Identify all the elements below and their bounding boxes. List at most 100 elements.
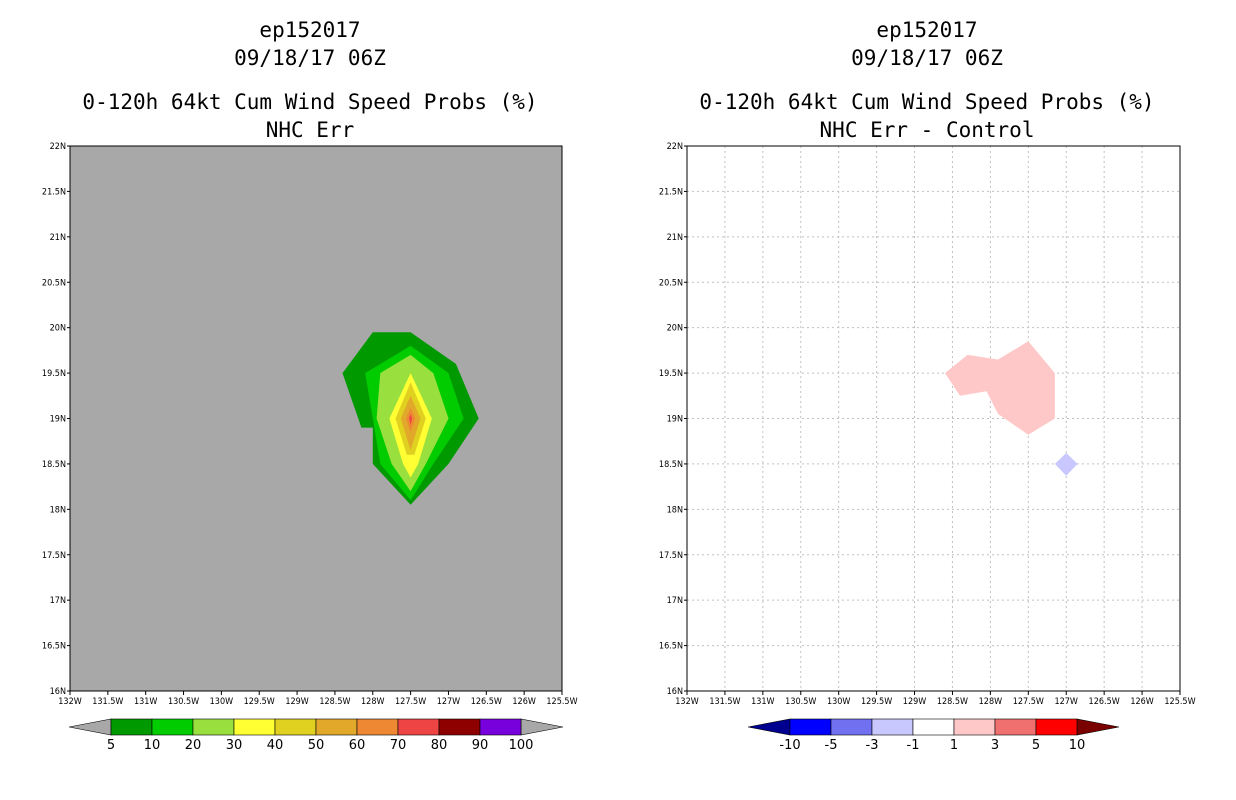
left-colorbar-swatch bbox=[397, 718, 440, 736]
right-x-tick-label: 131W bbox=[751, 697, 774, 707]
right-colorbar-swatch bbox=[953, 718, 996, 736]
right-y-tick-label: 17.5N bbox=[659, 551, 683, 561]
right-colorbar-swatch bbox=[994, 718, 1037, 736]
left-colorbar-swatch bbox=[274, 718, 317, 736]
left-x-tick-label: 125.5W bbox=[546, 697, 577, 707]
left-colorbar-swatch bbox=[151, 718, 194, 736]
left-x-tick-label: 126.5W bbox=[471, 697, 502, 707]
left-y-tick-label: 19.5N bbox=[42, 369, 66, 379]
left-y-tick-label: 17N bbox=[50, 596, 66, 606]
right-x-tick-label: 126W bbox=[1130, 697, 1153, 707]
left-colorbar-label: 10 bbox=[144, 738, 161, 753]
right-x-tick-label: 126.5W bbox=[1089, 697, 1120, 707]
left-y-tick-label: 21N bbox=[50, 233, 66, 243]
right-colorbar-swatch bbox=[830, 718, 873, 736]
left-colorbar-label: 40 bbox=[267, 738, 284, 753]
right-x-tick-label: 130W bbox=[827, 697, 850, 707]
left-colorbar-swatch bbox=[315, 718, 358, 736]
right-y-tick-label: 19.5N bbox=[659, 369, 683, 379]
right-x-tick-label: 127.5W bbox=[1013, 697, 1044, 707]
left-colorbar-label: 30 bbox=[226, 738, 243, 753]
left-colorbar-swatch bbox=[356, 718, 399, 736]
right-colorbar-swatch bbox=[871, 718, 914, 736]
left-colorbar-high-end bbox=[520, 718, 564, 736]
right-x-tick-label: 128W bbox=[979, 697, 1002, 707]
left-title-line-3: 0-120h 64kt Cum Wind Speed Probs (%) bbox=[82, 90, 538, 114]
right-title-line-1: ep152017 bbox=[876, 18, 978, 42]
right-y-tick-label: 18N bbox=[667, 505, 683, 515]
right-y-tick-label: 18.5N bbox=[659, 460, 683, 470]
right-colorbar-high-end bbox=[1076, 718, 1120, 736]
right-y-tick-label: 21N bbox=[667, 233, 683, 243]
right-x-tick-label: 125.5W bbox=[1164, 697, 1195, 707]
right-y-tick-label: 16.5N bbox=[659, 642, 683, 652]
left-colorbar-swatch bbox=[233, 718, 276, 736]
right-colorbar-swatch bbox=[789, 718, 832, 736]
left-x-tick-label: 128W bbox=[361, 697, 384, 707]
left-colorbar-swatch bbox=[438, 718, 481, 736]
right-colorbar-swatch bbox=[912, 718, 955, 736]
right-colorbar-label: 5 bbox=[1032, 738, 1040, 753]
left-colorbar-label: 80 bbox=[431, 738, 448, 753]
right-colorbar-label: -5 bbox=[825, 738, 838, 753]
right-colorbar: -10 -5 -3 -1 1 3 5 10 bbox=[747, 718, 1120, 753]
left-y-tick-label: 18N bbox=[50, 505, 66, 515]
left-y-tick-label: 16.5N bbox=[42, 642, 66, 652]
left-contour-70-80 bbox=[409, 414, 413, 425]
right-colorbar-label: 10 bbox=[1069, 738, 1086, 753]
right-colorbar-label: -1 bbox=[907, 738, 920, 753]
right-colorbar-swatch bbox=[1035, 718, 1078, 736]
right-x-tick-label: 131.5W bbox=[709, 697, 740, 707]
left-x-tick-label: 128.5W bbox=[319, 697, 350, 707]
right-x-tick-label: 129.5W bbox=[861, 697, 892, 707]
left-colorbar-label: 90 bbox=[472, 738, 489, 753]
left-colorbar-label: 70 bbox=[390, 738, 407, 753]
left-colorbar-label: 5 bbox=[107, 738, 115, 753]
left-y-tick-label: 20N bbox=[50, 324, 66, 334]
left-plot-background bbox=[70, 146, 562, 691]
left-y-tick-label: 21.5N bbox=[42, 187, 66, 197]
right-y-tick-label: 19N bbox=[667, 415, 683, 425]
right-title-line-3: 0-120h 64kt Cum Wind Speed Probs (%) bbox=[699, 90, 1155, 114]
right-x-tick-label: 132W bbox=[675, 697, 698, 707]
right-y-tick-label: 21.5N bbox=[659, 187, 683, 197]
left-y-tick-label: 19N bbox=[50, 415, 66, 425]
left-title-line-2: 09/18/17 06Z bbox=[234, 46, 386, 70]
right-y-tick-label: 17N bbox=[667, 596, 683, 606]
right-title: ep152017 09/18/17 06Z 0-120h 64kt Cum Wi… bbox=[677, 16, 1177, 144]
left-x-tick-label: 131.5W bbox=[92, 697, 123, 707]
right-colorbar-label: 1 bbox=[950, 738, 958, 753]
left-colorbar-label: 50 bbox=[308, 738, 325, 753]
right-x-tick-label: 130.5W bbox=[785, 697, 816, 707]
left-x-tick-label: 127W bbox=[437, 697, 460, 707]
left-title-line-4: NHC Err bbox=[265, 118, 355, 142]
right-title-line-4: NHC Err - Control bbox=[819, 118, 1035, 142]
left-x-tick-label: 130W bbox=[210, 697, 233, 707]
right-panel: 132W 131.5W 131W 130.5W 130W 129.5W 129W 128.5W… bbox=[659, 142, 1196, 753]
right-y-tick-label: 20.5N bbox=[659, 278, 683, 288]
left-panel: 132W 131.5W 131W 130.5W 130W 129.5W 129W 128.5W… bbox=[42, 142, 578, 753]
right-y-tick-label: 22N bbox=[667, 142, 683, 152]
left-x-tick-label: 129W bbox=[285, 697, 308, 707]
left-colorbar-swatch bbox=[479, 718, 522, 736]
left-colorbar: 5 10 20 30 40 50 60 70 80 90 100 bbox=[68, 718, 564, 753]
left-x-tick-label: 131W bbox=[134, 697, 157, 707]
left-colorbar-low-end bbox=[68, 718, 112, 736]
right-title-line-2: 09/18/17 06Z bbox=[851, 46, 1003, 70]
right-colorbar-label: -3 bbox=[866, 738, 879, 753]
right-colorbar-low-end bbox=[747, 718, 791, 736]
left-x-tick-label: 129.5W bbox=[244, 697, 275, 707]
left-x-tick-label: 126W bbox=[512, 697, 535, 707]
left-colorbar-label: 20 bbox=[185, 738, 202, 753]
left-y-tick-label: 17.5N bbox=[42, 551, 66, 561]
right-contour-1-3 bbox=[944, 341, 1055, 435]
right-x-tick-label: 128.5W bbox=[937, 697, 968, 707]
left-y-tick-label: 20.5N bbox=[42, 278, 66, 288]
left-title: ep152017 09/18/17 06Z 0-120h 64kt Cum Wi… bbox=[60, 16, 560, 144]
left-y-tick-label: 18.5N bbox=[42, 460, 66, 470]
left-y-tick-label: 16N bbox=[50, 687, 66, 697]
right-colorbar-label: 3 bbox=[991, 738, 999, 753]
right-y-tick-label: 16N bbox=[667, 687, 683, 697]
right-colorbar-label: -10 bbox=[779, 738, 800, 753]
